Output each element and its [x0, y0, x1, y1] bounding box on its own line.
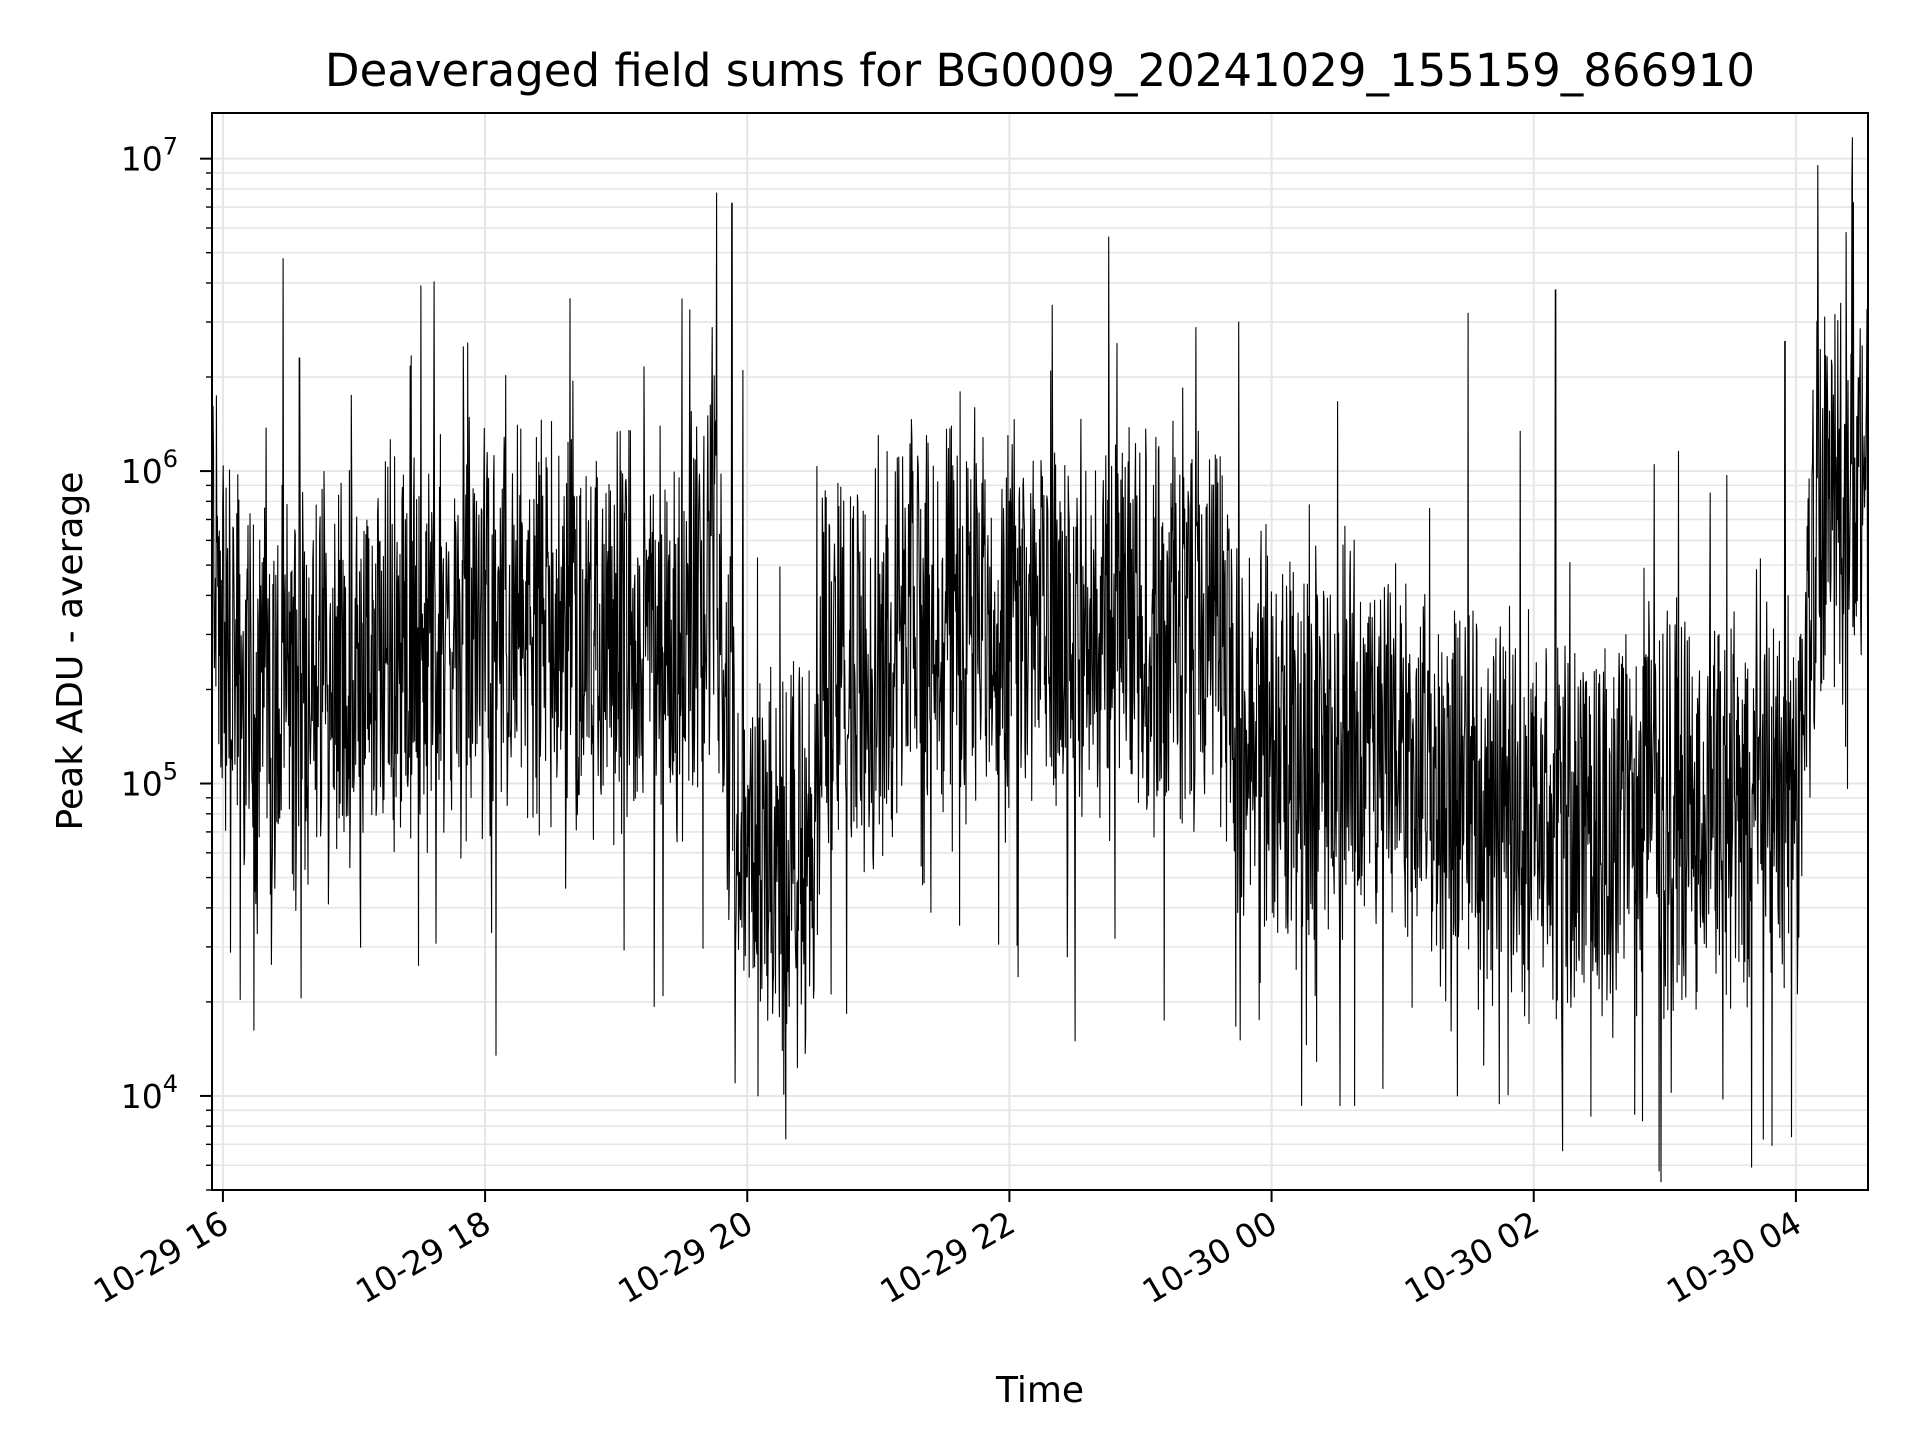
y-axis: 104 105 106 107 [121, 133, 212, 1191]
series-line [212, 137, 1868, 1183]
y-tick-label: 104 [121, 1070, 178, 1116]
y-tick-label: 106 [121, 445, 178, 491]
y-axis-label: Peak ADU - average [50, 472, 91, 831]
chart-title: Deaveraged field sums for BG0009_2024102… [325, 44, 1755, 97]
y-tick-label: 105 [121, 758, 178, 804]
plot-frame [211, 112, 1869, 1191]
y-tick-label: 107 [121, 133, 178, 179]
x-axis-label: Time [995, 1370, 1084, 1411]
